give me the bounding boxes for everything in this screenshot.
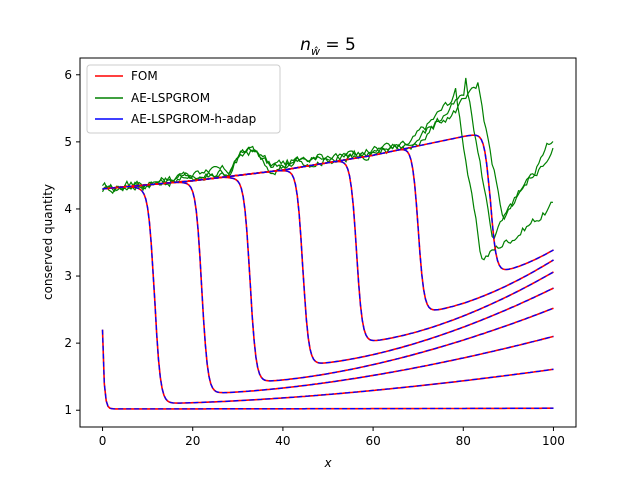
legend-label-fom: FOM — [131, 69, 158, 83]
y-axis-label: conserved quantity — [41, 184, 55, 300]
ae-lspgrom-line-1 — [101, 77, 554, 240]
x-axis-label: x — [323, 456, 332, 470]
h-adap-line-1 — [102, 186, 554, 404]
y-tick-label: 5 — [64, 135, 72, 149]
plot-lines — [101, 77, 554, 410]
x-tick-label: 20 — [185, 434, 200, 448]
x-tick-label: 40 — [275, 434, 290, 448]
x-tick-label: 0 — [99, 434, 107, 448]
legend-label-h-adap: AE-LSPGROM-h-adap — [131, 112, 256, 126]
y-tick-label: 4 — [64, 202, 72, 216]
ae-lspgrom-line-0 — [102, 88, 554, 261]
y-tick-label: 3 — [64, 269, 72, 283]
x-tick-label: 60 — [365, 434, 380, 448]
h-adap-line-0 — [101, 329, 554, 410]
x-tick-label: 80 — [456, 434, 471, 448]
y-tick-label: 1 — [64, 403, 72, 417]
chart-title: nŵ = 5 — [300, 35, 356, 58]
y-tick-label: 2 — [64, 336, 72, 350]
ae-lspgrom-line-2 — [102, 82, 554, 221]
h-adap-line-7 — [102, 134, 554, 271]
legend-label-ae-lspgrom: AE-LSPGROM — [131, 91, 210, 105]
y-tick-label: 6 — [64, 68, 72, 82]
axes-frame — [79, 57, 577, 428]
legend-box — [86, 64, 281, 134]
legend: FOM AE-LSPGROM AE-LSPGROM-h-adap — [86, 64, 281, 134]
x-tick-label: 100 — [542, 434, 565, 448]
axis-ticks: 0 20 40 60 80 100 1 2 3 4 5 6 — [64, 68, 565, 448]
